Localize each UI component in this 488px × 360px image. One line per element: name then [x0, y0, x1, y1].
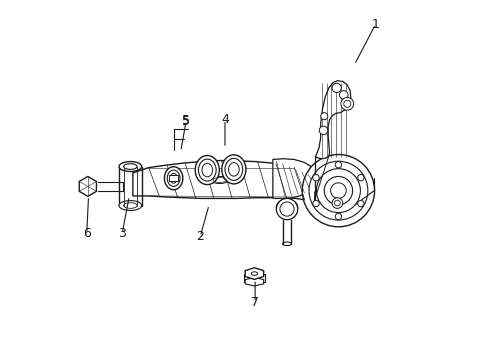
Circle shape: [330, 183, 346, 198]
Polygon shape: [272, 159, 316, 198]
Circle shape: [340, 98, 353, 110]
Circle shape: [324, 176, 352, 205]
Bar: [98, 182, 123, 191]
Ellipse shape: [276, 199, 297, 215]
Text: 6: 6: [82, 227, 91, 240]
Text: 3: 3: [118, 227, 126, 240]
Circle shape: [335, 162, 341, 168]
Ellipse shape: [210, 176, 228, 184]
Polygon shape: [315, 81, 350, 159]
Circle shape: [357, 175, 363, 181]
Text: 7: 7: [251, 296, 259, 309]
Circle shape: [312, 175, 319, 181]
Text: 2: 2: [196, 230, 203, 243]
Circle shape: [308, 161, 367, 220]
Ellipse shape: [164, 167, 183, 190]
Circle shape: [331, 198, 342, 208]
Circle shape: [335, 213, 341, 220]
Ellipse shape: [222, 155, 245, 184]
Circle shape: [279, 202, 293, 216]
Ellipse shape: [195, 156, 219, 185]
Circle shape: [331, 83, 341, 93]
Circle shape: [339, 91, 347, 99]
Polygon shape: [133, 161, 307, 201]
Text: 4: 4: [221, 113, 228, 126]
Circle shape: [343, 100, 350, 107]
Circle shape: [312, 201, 319, 207]
Polygon shape: [244, 274, 264, 282]
Ellipse shape: [282, 242, 291, 246]
Circle shape: [276, 198, 297, 220]
Circle shape: [334, 200, 340, 206]
Ellipse shape: [119, 201, 142, 211]
Polygon shape: [244, 278, 263, 286]
Circle shape: [320, 113, 327, 120]
Text: 5: 5: [182, 114, 190, 127]
Circle shape: [302, 154, 374, 227]
Polygon shape: [313, 193, 354, 213]
Text: 5: 5: [182, 115, 190, 128]
Polygon shape: [169, 175, 178, 181]
Circle shape: [319, 126, 327, 135]
Polygon shape: [244, 268, 263, 279]
Polygon shape: [79, 176, 96, 196]
Circle shape: [316, 168, 360, 213]
Text: 1: 1: [371, 18, 379, 31]
Circle shape: [357, 201, 363, 207]
Ellipse shape: [119, 162, 142, 171]
